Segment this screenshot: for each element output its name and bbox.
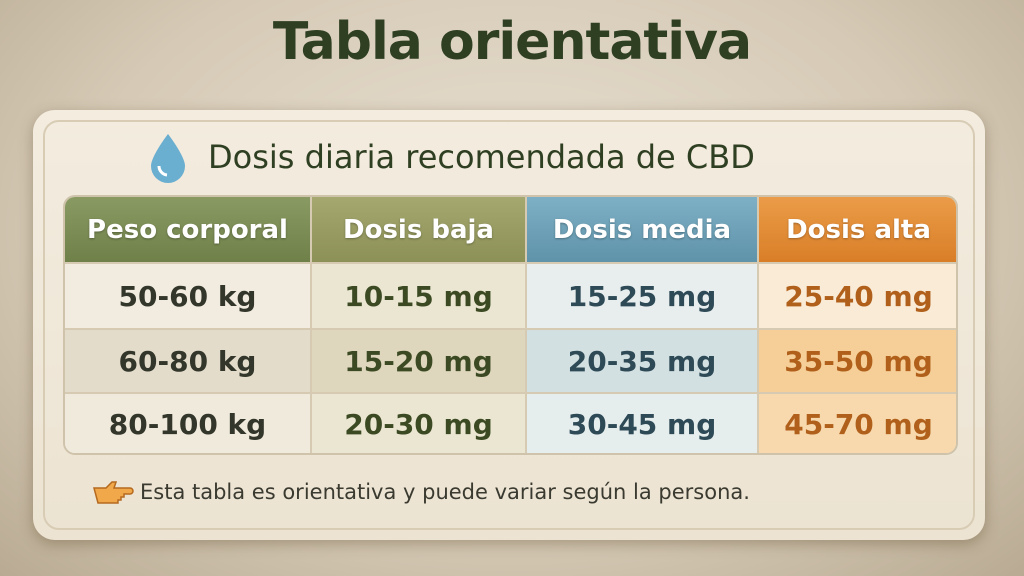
card-heading: Dosis diaria recomendada de CBD: [208, 138, 755, 176]
table-cell: 10-15 mg: [312, 264, 527, 330]
table-cell: 20-30 mg: [312, 394, 527, 453]
table-cell: 60-80 kg: [65, 330, 312, 394]
table-cell: 25-40 mg: [759, 264, 956, 330]
table-cell: 50-60 kg: [65, 264, 312, 330]
table-cell: 15-20 mg: [312, 330, 527, 394]
drop-shape: [151, 134, 185, 183]
dose-table: Peso corporal Dosis baja Dosis media Dosis …: [63, 195, 958, 455]
header-cell: Dosis alta: [759, 197, 956, 264]
table-cell: 30-45 mg: [527, 394, 759, 453]
header-cell: Dosis baja: [312, 197, 527, 264]
header-cell: Dosis media: [527, 197, 759, 264]
hand-shape: [93, 481, 134, 504]
footnote: Esta tabla es orientativa y puede variar…: [140, 480, 750, 504]
drop-shine: [157, 165, 168, 177]
table-cell: 35-50 mg: [759, 330, 956, 394]
table-cell: 20-35 mg: [527, 330, 759, 394]
title: Tabla orientativa: [272, 12, 752, 72]
table-cell: 45-70 mg: [759, 394, 956, 453]
table-cell: 80-100 kg: [65, 394, 312, 453]
pointing-hand-icon: [93, 481, 134, 504]
header-cell: Peso corporal: [65, 197, 312, 264]
drop-icon: [151, 134, 185, 183]
table-cell: 15-25 mg: [527, 264, 759, 330]
card-border: [43, 120, 975, 530]
